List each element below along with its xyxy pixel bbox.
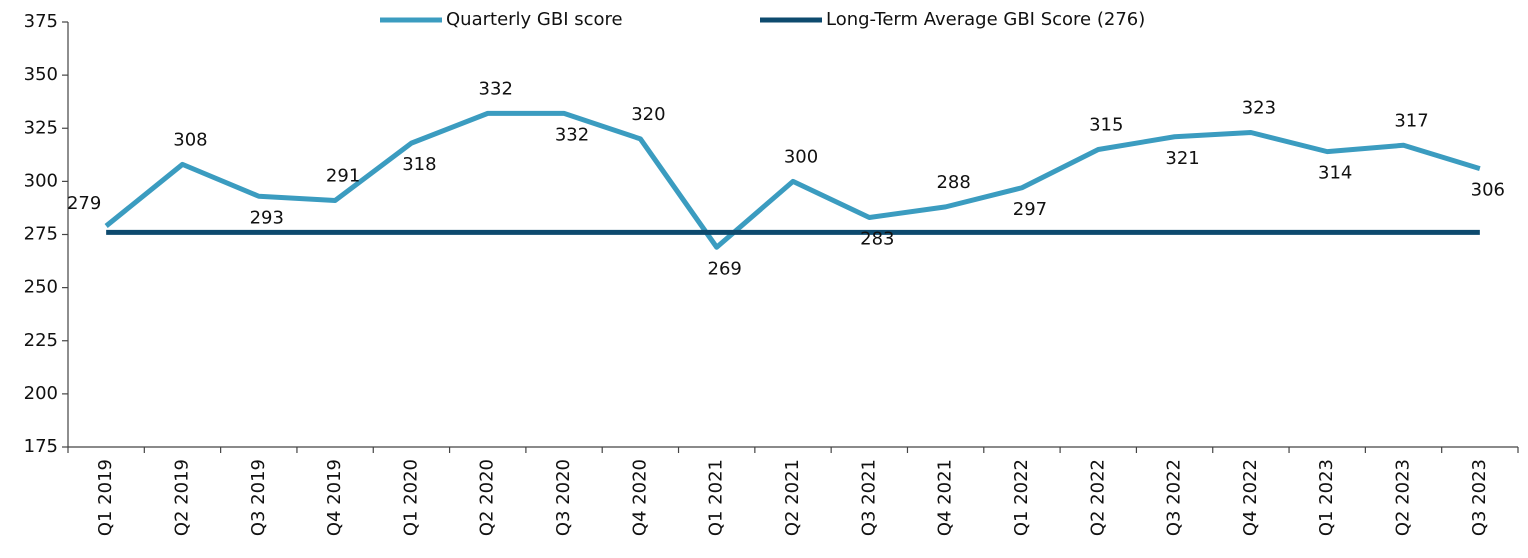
data-label: 320 [631,104,665,125]
data-label: 269 [708,258,742,279]
data-label: 318 [402,154,436,175]
data-label: 288 [936,172,970,193]
data-label: 308 [173,129,207,150]
data-label: 300 [784,146,818,167]
legend-label: Long-Term Average GBI Score (276) [826,9,1145,30]
data-label: 283 [860,229,894,250]
x-tick-label: Q4 2019 [324,459,345,536]
y-tick-label: 350 [24,64,58,85]
series-line [104,110,1481,250]
x-tick-label: Q4 2020 [629,459,650,536]
x-tick-label: Q3 2021 [858,459,879,536]
data-label: 332 [555,124,589,145]
x-tick-label: Q1 2022 [1011,459,1032,536]
y-tick-label: 175 [24,436,58,457]
x-tick-label: Q2 2021 [782,459,803,536]
y-tick-label: 250 [24,277,58,298]
y-tick-label: 225 [24,330,58,351]
x-tick-label: Q1 2020 [400,459,421,536]
x-tick-label: Q1 2023 [1316,459,1337,536]
data-label: 315 [1089,115,1123,136]
data-label: 321 [1165,148,1199,169]
x-tick-label: Q3 2022 [1164,459,1185,536]
y-tick-label: 200 [24,383,58,404]
data-label: 297 [1013,199,1047,220]
data-label: 323 [1242,98,1276,119]
data-label: 317 [1394,110,1428,131]
x-tick-label: Q1 2021 [706,459,727,536]
x-tick-label: Q4 2022 [1240,459,1261,536]
data-label: 332 [479,78,513,99]
y-tick-label: 300 [24,170,58,191]
data-label: 293 [250,207,284,228]
x-tick-label: Q2 2020 [477,459,498,536]
y-tick-label: 275 [24,224,58,245]
x-tick-label: Q2 2022 [1087,459,1108,536]
x-tick-label: Q4 2021 [935,459,956,536]
y-tick-label: 325 [24,117,58,138]
legend-label: Quarterly GBI score [446,9,623,30]
x-tick-label: Q3 2020 [553,459,574,536]
y-tick-label: 375 [24,11,58,32]
data-label: 314 [1318,163,1352,184]
data-label: 291 [326,166,360,187]
x-tick-label: Q1 2019 [95,459,116,536]
x-tick-label: Q3 2019 [248,459,269,536]
x-tick-label: Q2 2019 [171,459,192,536]
data-label: 279 [67,193,101,214]
x-tick-label: Q3 2023 [1469,459,1490,536]
data-label: 306 [1471,180,1505,201]
x-tick-label: Q2 2023 [1393,459,1414,536]
